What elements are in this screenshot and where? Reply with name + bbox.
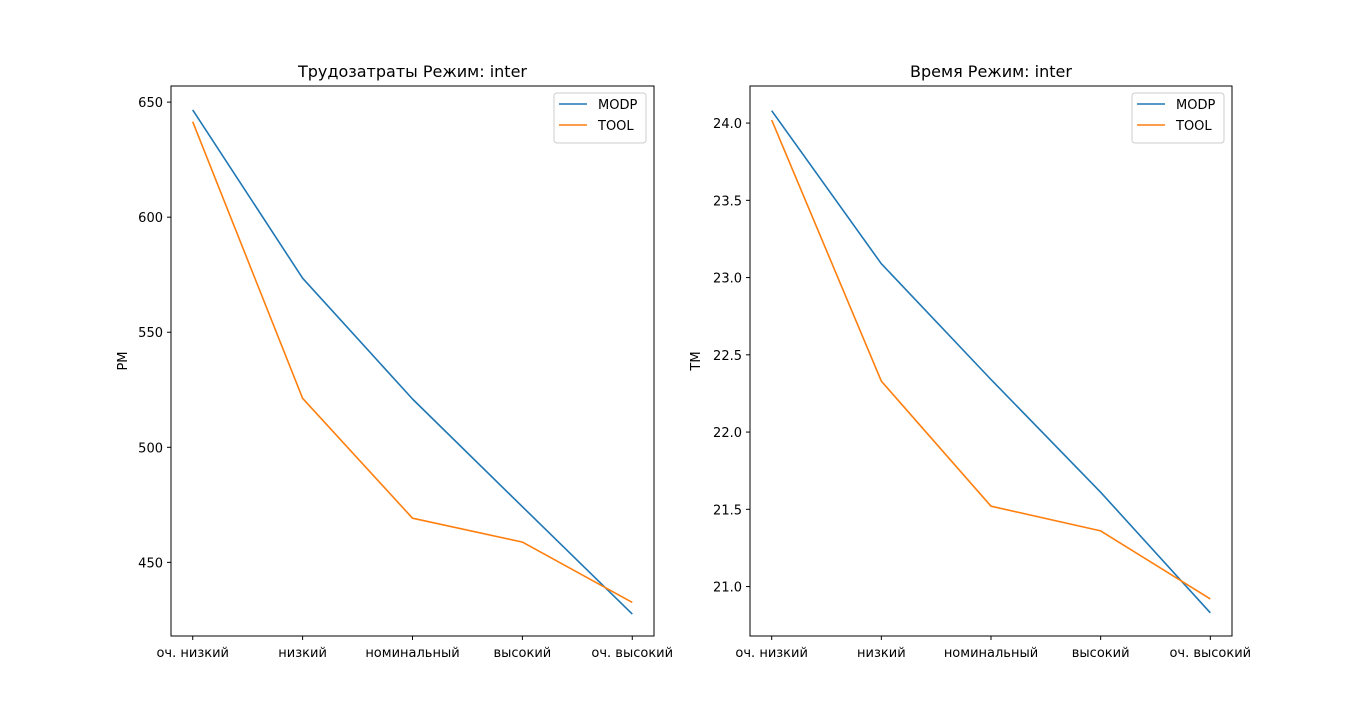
y-tick-label: 600 [138, 211, 163, 226]
x-tick-label: номинальный [365, 646, 459, 661]
series-line-tool [191, 121, 633, 604]
y-tick-label: 22.5 [713, 349, 742, 364]
legend-label-tool: TOOL [1175, 119, 1212, 134]
x-tick-label: низкий [278, 646, 327, 661]
x-tick-label: низкий [857, 646, 906, 661]
legend-box [1131, 92, 1225, 144]
x-tick-label: оч. высокий [1169, 646, 1251, 661]
x-tick-label: номинальный [944, 646, 1038, 661]
y-tick-label: 550 [138, 326, 163, 341]
x-tick-label: высокий [1072, 646, 1130, 661]
chart-effort: Трудозатраты Режим: inter PM оч. низкий низ… [116, 62, 673, 661]
y-tick-label: 21.0 [713, 581, 742, 596]
y-tick-label: 23.5 [713, 194, 742, 209]
y-tick-label: 500 [138, 441, 163, 456]
axes-frame [749, 85, 1233, 637]
legend-label-modp: MODP [598, 98, 637, 113]
x-tick-label: высокий [493, 646, 551, 661]
series-line-modp [771, 110, 1211, 614]
y-tick-label: 22.0 [713, 426, 742, 441]
chart-title: Трудозатраты Режим: inter [297, 62, 527, 81]
legend-box [553, 92, 647, 144]
axes-frame [170, 85, 655, 637]
y-tick-label: 24.0 [713, 117, 742, 132]
y-tick-label: 21.5 [713, 503, 742, 518]
series-line-tool [770, 119, 1211, 600]
chart-time: Время Режим: inter TM оч. низкий низкий номи… [689, 62, 1251, 661]
y-axis-label: PM [116, 351, 131, 370]
x-tick-label: оч. высокий [591, 646, 673, 661]
legend-label-modp: MODP [1176, 98, 1215, 113]
x-tick-label: оч. низкий [156, 646, 229, 661]
chart-title: Время Режим: inter [910, 62, 1072, 81]
y-tick-label: 650 [138, 96, 163, 111]
x-tick-label: оч. низкий [735, 646, 808, 661]
series-line-modp [192, 109, 633, 615]
y-tick-label: 23.0 [713, 272, 742, 287]
y-tick-label: 450 [138, 556, 163, 571]
legend-label-tool: TOOL [597, 119, 634, 134]
y-axis-label: TM [689, 351, 704, 371]
